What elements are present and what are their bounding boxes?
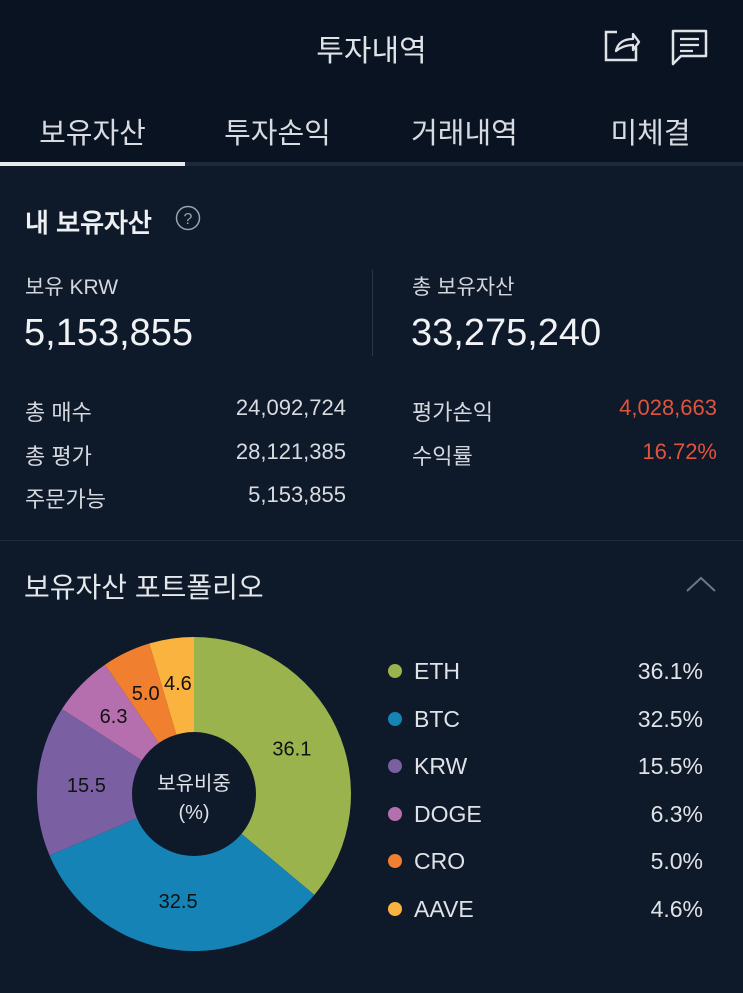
legend-label: CRO bbox=[414, 848, 466, 875]
center-label-line2: (%) bbox=[178, 802, 209, 824]
eval-pl-label: 평가손익 bbox=[412, 400, 493, 425]
legend-dot-cro bbox=[388, 854, 402, 869]
active-tab-indicator bbox=[0, 162, 185, 166]
portfolio-title: 보유자산 포트폴리오 bbox=[24, 572, 264, 603]
krw-value: 5,153,855 bbox=[24, 312, 194, 354]
section-title: 내 보유자산 bbox=[25, 208, 152, 238]
section-divider bbox=[0, 540, 743, 541]
tab-open-orders[interactable]: 미체결 bbox=[610, 118, 691, 150]
legend-value: 6.3% bbox=[650, 800, 703, 827]
slice-label: 4.6 bbox=[164, 673, 192, 695]
tab-bar: 보유자산 투자손익 거래내역 미체결 bbox=[0, 92, 743, 166]
legend-value: 4.6% bbox=[650, 896, 703, 922]
app-header: 투자내역 bbox=[0, 0, 743, 92]
legend-dot-eth bbox=[388, 664, 402, 678]
legend-dot-btc bbox=[388, 711, 402, 726]
return-rate-label: 수익률 bbox=[412, 444, 473, 469]
legend-value: 15.5% bbox=[637, 753, 703, 780]
legend-label: KRW bbox=[414, 753, 468, 780]
pie-slice-btc bbox=[49, 794, 315, 951]
legend-label: DOGE bbox=[414, 800, 482, 827]
slice-label: 5.0 bbox=[132, 683, 160, 705]
total-assets-label: 총 보유자산 bbox=[412, 276, 515, 299]
pie-slice-krw bbox=[37, 709, 195, 856]
tab-trade-history[interactable]: 거래내역 bbox=[411, 118, 518, 150]
legend-value: 36.1% bbox=[637, 658, 703, 684]
legend-label: ETH bbox=[414, 658, 460, 684]
chevron-up-icon[interactable] bbox=[685, 574, 717, 594]
legend-value: 5.0% bbox=[650, 848, 703, 875]
legend-label: AAVE bbox=[414, 896, 474, 922]
tab-profit-loss[interactable]: 투자손익 bbox=[224, 118, 331, 150]
center-label-line1: 보유비중 bbox=[157, 772, 231, 795]
tab-holdings[interactable]: 보유자산 bbox=[39, 118, 146, 150]
slice-label: 15.5 bbox=[67, 775, 106, 797]
help-icon[interactable]: ? bbox=[175, 205, 201, 231]
krw-label: 보유 KRW bbox=[25, 276, 119, 299]
total-buy-label: 총 매수 bbox=[25, 400, 92, 425]
legend-label: BTC bbox=[414, 705, 460, 732]
legend-value: 32.5% bbox=[637, 705, 703, 732]
slice-label: 36.1 bbox=[272, 738, 311, 760]
slice-label: 6.3 bbox=[100, 706, 128, 728]
legend-dot-krw bbox=[388, 759, 402, 774]
legend-dot-doge bbox=[388, 806, 402, 821]
portfolio-donut-chart: 36.1 32.5 15.5 6.35.0 4.6 보유비중 (%) bbox=[37, 637, 351, 951]
return-rate-value: 16.72% bbox=[642, 439, 717, 464]
orderable-label: 주문가능 bbox=[25, 487, 106, 512]
page-title: 투자내역 bbox=[316, 35, 427, 68]
donut-hole bbox=[132, 732, 256, 856]
pie-slice-eth bbox=[194, 637, 351, 895]
total-assets-value: 33,275,240 bbox=[411, 312, 602, 354]
orderable-value: 5,153,855 bbox=[248, 482, 346, 507]
share-icon[interactable] bbox=[603, 27, 641, 63]
divider bbox=[372, 270, 373, 356]
svg-text:?: ? bbox=[184, 211, 193, 228]
eval-pl-value: 4,028,663 bbox=[619, 395, 717, 420]
chat-icon[interactable] bbox=[670, 28, 708, 66]
total-eval-value: 28,121,385 bbox=[235, 439, 346, 464]
total-eval-label: 총 평가 bbox=[25, 444, 92, 469]
slice-label: 32.5 bbox=[159, 891, 198, 913]
total-buy-value: 24,092,724 bbox=[235, 395, 346, 420]
legend-dot-aave bbox=[388, 902, 402, 916]
